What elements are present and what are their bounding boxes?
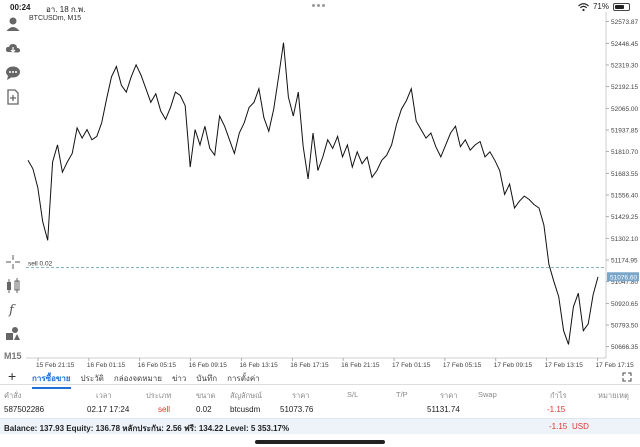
chart-title: BTCUSDm, M15: [29, 15, 82, 22]
column-header: S/L: [347, 390, 359, 399]
order-volume: 0.02: [196, 405, 212, 414]
price-tick-label: 52065.00: [611, 106, 638, 113]
timeframe-label[interactable]: M15: [4, 351, 22, 361]
column-header: ขนาด: [196, 391, 216, 400]
status-right: 71%: [578, 2, 630, 11]
order-profit: -1.15: [547, 405, 566, 414]
price-tick-label: 51683.55: [611, 171, 638, 178]
tab-4[interactable]: บันทึก: [196, 374, 218, 383]
expand-icon[interactable]: [622, 372, 632, 382]
tab-5[interactable]: การตั้งค่า: [227, 374, 260, 383]
status-bar: 00:24 อา. 18 ก.พ. 71%: [0, 0, 640, 14]
document-icon[interactable]: [5, 89, 21, 105]
person-add-icon[interactable]: [5, 16, 21, 32]
column-header: ราคา: [440, 391, 458, 400]
column-header: หมายเหตุ: [598, 391, 629, 400]
svg-text:f: f: [8, 303, 16, 317]
current-price-tag: [607, 272, 639, 282]
column-header: กำไร: [550, 391, 567, 400]
time-tick-label: 17 Feb 09:15: [494, 362, 533, 369]
price-tick-label: 50666.35: [611, 344, 638, 351]
order-symbol: btcusdm: [230, 405, 261, 414]
add-icon[interactable]: +: [8, 368, 17, 384]
function-icon[interactable]: f: [5, 301, 21, 317]
column-header: ประเภท: [146, 391, 172, 400]
objects-icon[interactable]: [5, 325, 21, 341]
cloud-icon[interactable]: [5, 40, 21, 56]
tab-2[interactable]: กล่องจดหมาย: [113, 374, 162, 383]
price-tick-label: 52192.15: [611, 84, 638, 91]
time-tick-label: 17 Feb 05:15: [443, 362, 482, 369]
time-tick-label: 16 Feb 21:15: [341, 362, 380, 369]
order-ticket: 587502286: [4, 405, 45, 414]
column-header: สัญลักษณ์: [230, 391, 263, 400]
price-tick-label: 51810.70: [611, 149, 638, 156]
time-tick-label: 16 Feb 17:15: [290, 362, 329, 369]
column-header: ราคา: [292, 391, 310, 400]
table-row[interactable]: 587502286 02.17 17:24 sell 0.02 btcusdm …: [0, 403, 640, 417]
battery-percent: 71%: [592, 2, 609, 11]
time-tick-label: 16 Feb 01:15: [87, 362, 126, 369]
price-tick-label: 51047.80: [611, 279, 638, 286]
chart-canvas[interactable]: 52573.87 52446.45 52319.30 52192.15 52065.00…: [26, 12, 640, 369]
price-tick-label: 51174.95: [611, 258, 638, 265]
price-tick-label: 50793.50: [611, 323, 638, 330]
tab-0[interactable]: การซื้อขาย: [32, 372, 71, 389]
tab-3[interactable]: ข่าว: [171, 374, 187, 383]
account-summary-text: Balance: 137.93 Equity: 136.78 หลักประกั…: [4, 424, 290, 433]
account-summary: Balance: 137.93 Equity: 136.78 หลักประกั…: [0, 418, 640, 434]
column-header: Swap: [478, 390, 497, 399]
price-tick-label: 51302.10: [611, 236, 638, 243]
price-tick-label: 51937.85: [611, 127, 638, 134]
battery-icon: [613, 2, 630, 11]
status-time: 00:24: [10, 3, 31, 12]
left-toolbar: f M15: [0, 14, 26, 364]
terminal-tabs: การซื้อขาย ประวัติ กล่องจดหมาย ข่าว บันทึก กา…: [32, 372, 260, 389]
crosshair-icon[interactable]: [5, 254, 21, 270]
summary-currency: USD: [572, 422, 589, 431]
price-series-line[interactable]: [27, 42, 599, 345]
order-type: sell: [158, 405, 171, 414]
home-indicator[interactable]: [255, 440, 385, 444]
status-date: อา. 18 ก.พ.: [46, 5, 86, 14]
order-table-header: คำสั่ง เวลา ประเภท ขนาด สัญลักษณ์ ราคา S/L T/P ร…: [0, 388, 640, 402]
wifi-icon: [578, 2, 589, 11]
price-tick-label: 52319.30: [611, 62, 638, 69]
column-header: เวลา: [96, 391, 112, 400]
indicators-icon[interactable]: [5, 278, 21, 294]
price-chart[interactable]: 52573.87 52446.45 52319.30 52192.15 52065.00…: [26, 12, 640, 369]
time-tick-label: 17 Feb 17:15: [595, 362, 634, 369]
order-price: 51073.76: [280, 405, 314, 414]
order-time: 02.17 17:24: [87, 405, 130, 414]
price-tick-label: 52446.45: [611, 41, 638, 48]
time-tick-label: 16 Feb 09:15: [189, 362, 228, 369]
bottom-tab-bar: + การซื้อขาย ประวัติ กล่องจดหมาย ข่าว บันทึก…: [0, 368, 640, 389]
price-tick-label: 50920.65: [611, 301, 638, 308]
order-current-price: 51131.74: [427, 405, 460, 414]
time-tick-label: 15 Feb 21:15: [36, 362, 75, 369]
price-tick-label: 52573.87: [611, 19, 638, 26]
time-tick-label: 16 Feb 13:15: [239, 362, 278, 369]
time-tick-label: 17 Feb 01:15: [392, 362, 431, 369]
chat-icon[interactable]: [5, 65, 21, 81]
price-tick-label: 51429.25: [611, 214, 638, 221]
multitask-dots[interactable]: [312, 4, 325, 7]
tab-1[interactable]: ประวัติ: [80, 374, 104, 383]
time-tick-label: 16 Feb 05:15: [138, 362, 177, 369]
column-header: T/P: [396, 390, 408, 399]
time-tick-label: 17 Feb 13:15: [545, 362, 584, 369]
summary-profit: -1.15: [549, 422, 568, 431]
column-header: คำสั่ง: [4, 391, 22, 400]
price-tick-label: 51556.40: [611, 192, 638, 199]
current-price-label: 51076.60: [610, 274, 637, 281]
order-line-label: sell 0.02: [28, 260, 53, 267]
